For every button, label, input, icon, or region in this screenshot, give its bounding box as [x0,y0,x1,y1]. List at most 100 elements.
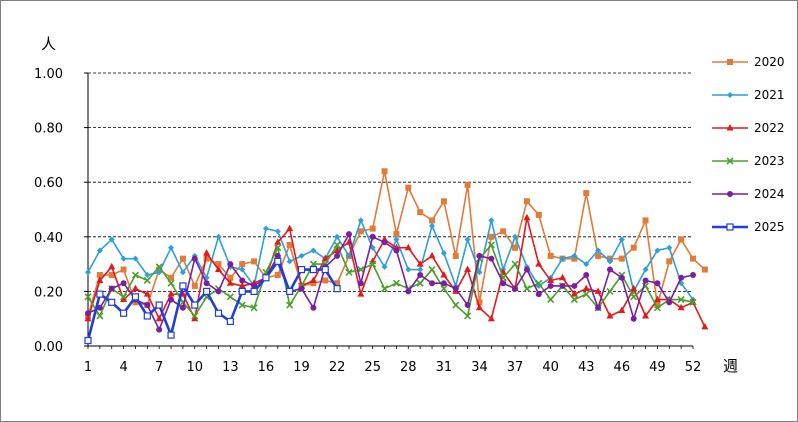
data-point [203,255,210,262]
data-point [333,241,341,249]
x-tick-label: 28 [400,360,417,375]
series-line [87,233,694,331]
x-tick-label: 37 [507,360,524,375]
x-axis-unit-label: 週 [723,357,738,375]
data-point [310,280,317,287]
data-point [84,293,92,301]
data-point [215,261,222,268]
data-point [144,302,151,309]
data-point-stroke [345,268,353,276]
data-point [417,209,424,216]
data-point [428,251,436,259]
data-point-stroke [226,293,234,301]
data-point [179,304,186,311]
data-point [155,314,163,322]
data-point [559,255,566,262]
data-point [96,290,104,298]
data-point [523,198,530,205]
data-point [167,279,175,287]
data-point-stroke [726,157,734,165]
data-point [85,269,91,276]
data-point [618,255,625,262]
data-point [357,280,364,287]
data-point [429,217,436,224]
data-point [523,213,531,221]
data-point [690,255,696,262]
data-point [238,281,246,289]
data-point-stroke [120,293,128,301]
data-point [203,249,211,256]
data-point [547,296,555,304]
data-point [666,258,673,265]
data-point [155,263,163,271]
data-point [464,312,472,320]
data-point [250,304,258,312]
data-point [274,252,281,259]
data-point [120,280,127,287]
legend-item: 2021 [712,88,785,102]
legend-label: 2022 [754,121,785,135]
data-point-stroke [96,312,104,320]
data-point [654,302,661,309]
data-point-stroke [428,265,436,274]
data-point [298,252,305,259]
data-point [96,312,104,320]
data-point [476,269,483,276]
data-point [582,290,590,298]
data-point [120,266,127,273]
data-point [286,258,293,265]
data-point [156,326,163,333]
data-point [653,295,661,303]
y-tick-label: 0.20 [34,285,63,300]
data-point [452,252,459,259]
data-point [297,265,306,274]
data-point [274,244,282,252]
gridlines [88,72,693,292]
x-tick-label: 22 [329,360,346,375]
data-point [321,254,329,262]
data-point-stroke [523,285,531,293]
data-point [666,299,673,306]
data-point [392,279,400,287]
data-point [286,241,293,248]
data-point [179,255,186,262]
data-point [726,223,734,231]
data-point [630,284,638,292]
data-point [464,181,471,188]
data-point [642,266,649,273]
data-point [475,303,483,311]
data-point [404,243,412,251]
data-point [108,272,115,279]
data-point [535,260,543,267]
data-point [642,311,650,319]
data-point [416,260,424,267]
data-point [179,269,186,276]
data-point [666,244,673,251]
data-point [690,272,696,279]
data-point [168,274,175,281]
data-point [96,272,103,279]
x-tick-label: 1 [84,360,92,375]
y-tick-label: 1.00 [34,67,63,82]
data-point [369,260,377,268]
data-point [440,271,448,278]
data-point [429,222,436,229]
data-point [500,228,507,235]
data-point [334,280,341,287]
y-axis-unit-label: 人 [41,35,56,53]
data-point [239,261,246,268]
data-point [226,317,234,326]
y-tick-label: 0.40 [34,231,63,246]
data-point [547,276,555,283]
data-point [428,265,436,274]
data-point-stroke [689,298,697,306]
data-point [120,293,128,301]
series-2025 [84,257,341,345]
y-tick-label: 0.60 [34,176,63,191]
x-tick-label: 34 [471,360,488,375]
data-point [167,331,175,339]
data-point [727,59,733,65]
data-point [357,290,365,297]
data-point-stroke [630,293,638,301]
